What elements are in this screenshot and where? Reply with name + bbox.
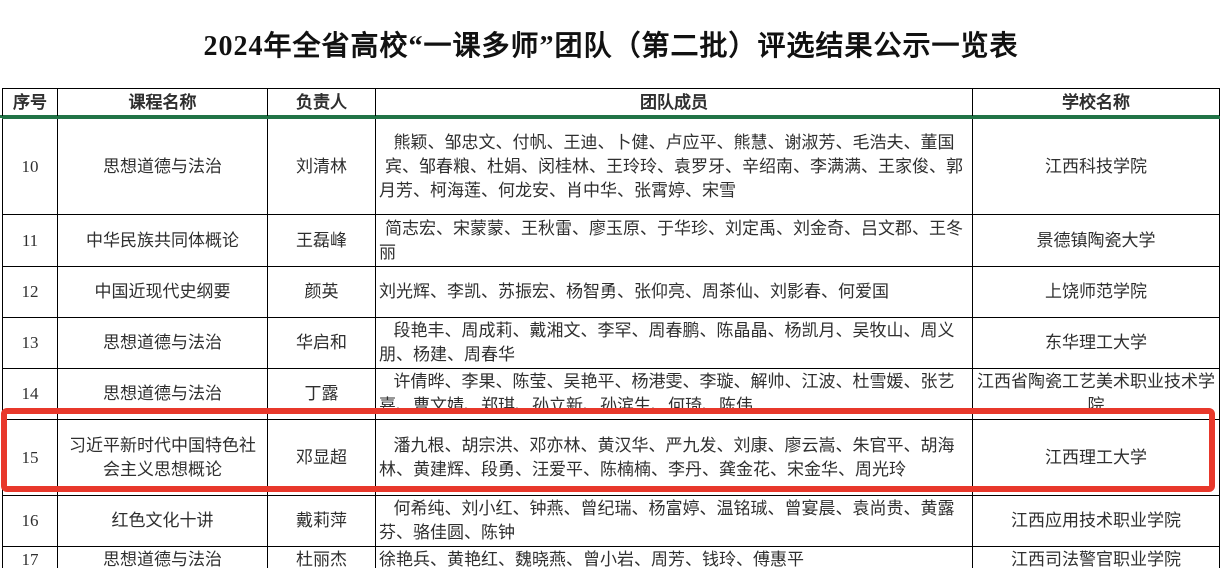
- cell-leader: 王磊峰: [267, 214, 376, 267]
- cell-leader: 华启和: [267, 317, 376, 369]
- cell-no: 14: [2, 368, 58, 420]
- col-header-members: 团队成员: [375, 88, 973, 119]
- table-row: 17 思想道德与法治 杜丽杰 徐艳兵、黄艳红、魏晓燕、曾小岩、周芳、钱玲、傅惠平…: [2, 546, 1220, 568]
- cell-course: 中华民族共同体概论: [57, 214, 268, 267]
- cell-members: 熊颖、邹忠文、付帆、王迪、卜健、卢应平、熊慧、谢淑芳、毛浩夫、董国宾、邹春粮、杜…: [375, 117, 973, 215]
- cell-leader: 邓显超: [267, 419, 376, 496]
- cell-members: 许倩晔、李果、陈莹、吴艳平、杨港雯、李璇、解帅、江波、杜雪媛、张艺嘉、曹文婧、郑…: [375, 368, 973, 420]
- cell-members: 段艳丰、周成莉、戴湘文、李罕、周春鹏、陈晶晶、杨凯月、吴牧山、周义朋、杨建、周春…: [375, 317, 973, 369]
- cell-school: 上饶师范学院: [972, 266, 1220, 318]
- table-row: 13 思想道德与法治 华启和 段艳丰、周成莉、戴湘文、李罕、周春鹏、陈晶晶、杨凯…: [2, 317, 1220, 369]
- col-header-course: 课程名称: [57, 88, 268, 119]
- cell-school: 江西应用技术职业学院: [972, 495, 1220, 547]
- cell-school: 江西省陶瓷工艺美术职业技术学院: [972, 368, 1220, 420]
- page-title: 2024年全省高校“一课多师”团队（第二批）评选结果公示一览表: [203, 31, 1019, 62]
- cell-course: 思想道德与法治: [57, 317, 268, 369]
- cell-members: 何希纯、刘小红、钟燕、曾纪瑞、杨富婷、温铭珹、曾宴晨、袁尚贵、黄露芬、骆佳圆、陈…: [375, 495, 973, 547]
- cell-leader: 刘清林: [267, 117, 376, 215]
- col-header-leader: 负责人: [267, 88, 376, 119]
- cell-leader: 丁露: [267, 368, 376, 420]
- cell-course: 思想道德与法治: [57, 368, 268, 420]
- table-row-highlighted: 15 习近平新时代中国特色社会主义思想概论 邓显超 潘九根、胡宗洪、邓亦林、黄汉…: [2, 419, 1220, 496]
- cell-course: 思想道德与法治: [57, 117, 268, 215]
- col-header-no: 序号: [2, 88, 58, 119]
- cell-no: 12: [2, 266, 58, 318]
- cell-members: 简志宏、宋蒙蒙、王秋雷、廖玉原、于华珍、刘定禹、刘金奇、吕文郡、王冬丽: [375, 214, 973, 267]
- table-row: 12 中国近现代史纲要 颜英 刘光辉、李凯、苏振宏、杨智勇、张仰亮、周茶仙、刘影…: [2, 266, 1220, 318]
- results-table: 序号 课程名称 负责人 团队成员 学校名称 10 思想道德与法治 刘清林 熊颖、…: [2, 88, 1220, 568]
- table-row: 11 中华民族共同体概论 王磊峰 简志宏、宋蒙蒙、王秋雷、廖玉原、于华珍、刘定禹…: [2, 214, 1220, 267]
- cell-members: 徐艳兵、黄艳红、魏晓燕、曾小岩、周芳、钱玲、傅惠平: [375, 546, 973, 568]
- col-header-school: 学校名称: [972, 88, 1220, 119]
- cell-no: 15: [2, 419, 58, 496]
- cell-school: 东华理工大学: [972, 317, 1220, 369]
- cell-course: 红色文化十讲: [57, 495, 268, 547]
- cell-course: 思想道德与法治: [57, 546, 268, 568]
- cell-school: 江西理工大学: [972, 419, 1220, 496]
- cell-course: 中国近现代史纲要: [57, 266, 268, 318]
- cell-school: 江西科技学院: [972, 117, 1220, 215]
- cell-no: 17: [2, 546, 58, 568]
- cell-no: 16: [2, 495, 58, 547]
- cell-course: 习近平新时代中国特色社会主义思想概论: [57, 419, 268, 496]
- cell-school: 景德镇陶瓷大学: [972, 214, 1220, 267]
- table-header: 序号 课程名称 负责人 团队成员 学校名称: [2, 88, 1220, 119]
- cell-leader: 戴莉萍: [267, 495, 376, 547]
- header-row: 序号 课程名称 负责人 团队成员 学校名称: [2, 88, 1220, 119]
- table-row: 14 思想道德与法治 丁露 许倩晔、李果、陈莹、吴艳平、杨港雯、李璇、解帅、江波…: [2, 368, 1220, 420]
- cell-members: 潘九根、胡宗洪、邓亦林、黄汉华、严九发、刘康、廖云嵩、朱官平、胡海林、黄建辉、段…: [375, 419, 973, 496]
- cell-no: 11: [2, 214, 58, 267]
- table-row: 10 思想道德与法治 刘清林 熊颖、邹忠文、付帆、王迪、卜健、卢应平、熊慧、谢淑…: [2, 117, 1220, 215]
- table-row: 16 红色文化十讲 戴莉萍 何希纯、刘小红、钟燕、曾纪瑞、杨富婷、温铭珹、曾宴晨…: [2, 495, 1220, 547]
- cell-school: 江西司法警官职业学院: [972, 546, 1220, 568]
- cell-leader: 杜丽杰: [267, 546, 376, 568]
- cell-leader: 颜英: [267, 266, 376, 318]
- cell-no: 13: [2, 317, 58, 369]
- cell-members: 刘光辉、李凯、苏振宏、杨智勇、张仰亮、周茶仙、刘影春、何爱国: [375, 266, 973, 318]
- cell-no: 10: [2, 117, 58, 215]
